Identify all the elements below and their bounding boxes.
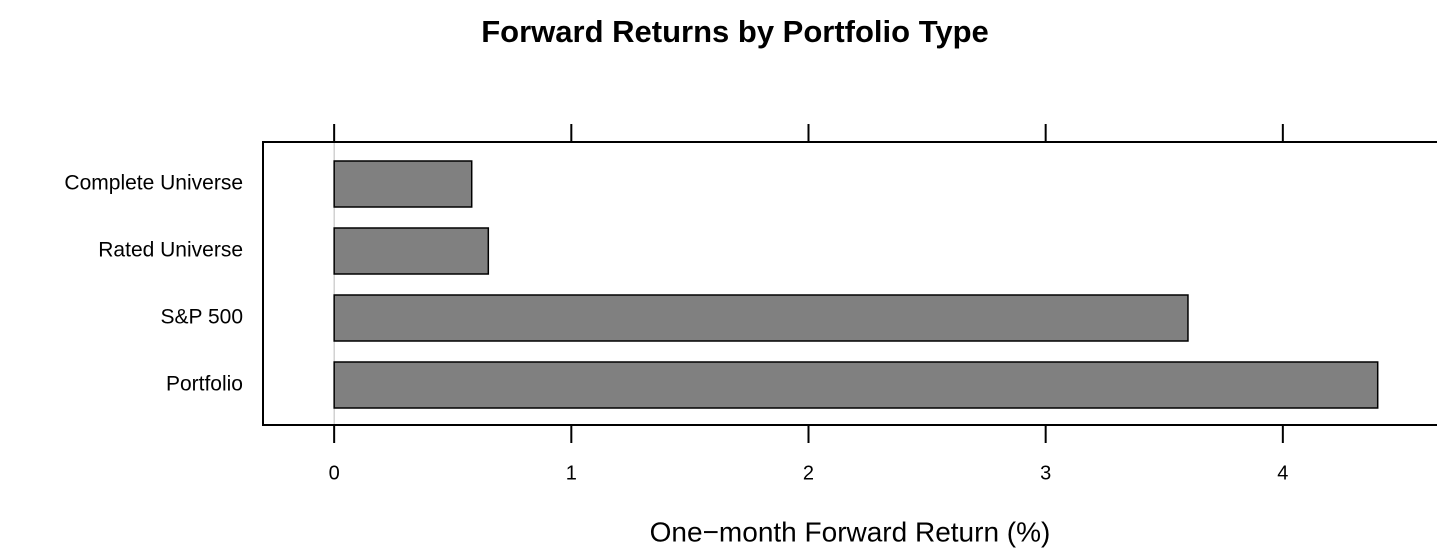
bar <box>333 294 1189 342</box>
bar <box>333 361 1379 409</box>
x-tick-label: 4 <box>1277 462 1288 484</box>
chart-title: Forward Returns by Portfolio Type <box>481 14 989 49</box>
y-tick-label: Rated Universe <box>98 239 243 262</box>
y-tick-label: S&P 500 <box>160 306 243 329</box>
x-axis-label: One−month Forward Return (%) <box>650 516 1051 547</box>
bar <box>333 227 490 275</box>
x-tick-label: 2 <box>803 462 814 484</box>
x-tick-label: 1 <box>566 462 577 484</box>
y-tick-label: Portfolio <box>166 373 243 396</box>
x-tick-label: 3 <box>1040 462 1051 484</box>
plot-frame <box>262 141 1437 426</box>
x-tick-label: 0 <box>329 462 340 484</box>
y-tick-label: Complete Universe <box>64 172 243 195</box>
bar <box>333 160 473 208</box>
